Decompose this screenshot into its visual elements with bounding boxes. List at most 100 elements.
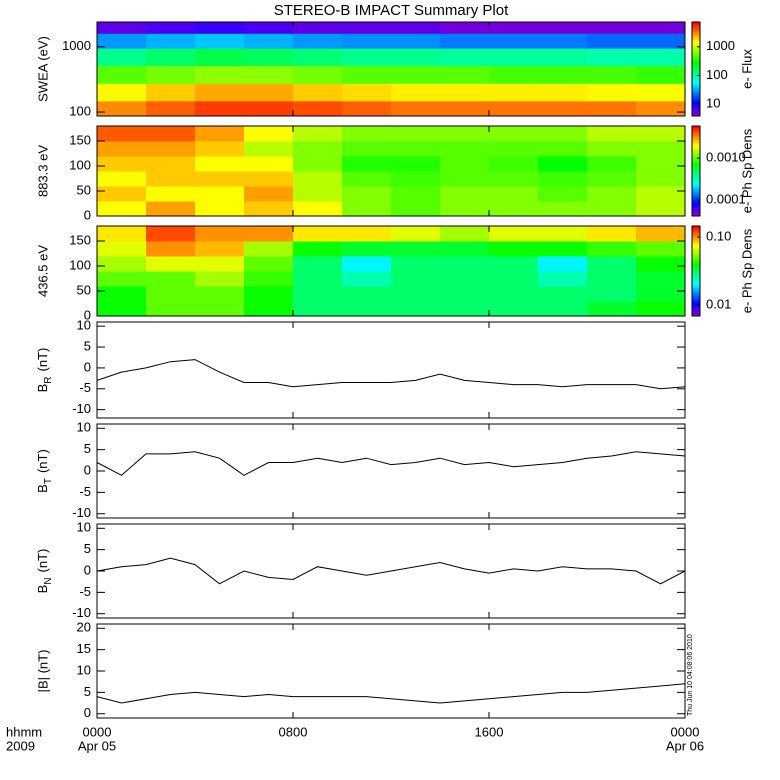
colorbar-step <box>692 145 700 148</box>
panel-frame <box>96 21 686 117</box>
colorbar-step <box>692 233 700 236</box>
colorbar-step <box>692 112 700 115</box>
y-tick-label: 10 <box>77 662 91 677</box>
colorbar-step <box>692 199 700 202</box>
colorbar-step <box>692 36 700 39</box>
colorbar-step <box>692 266 700 269</box>
y-axis-label: BT (nT) <box>35 449 53 493</box>
heatmap-cell <box>440 156 490 172</box>
heatmap-cell <box>244 286 294 302</box>
colorbar-step <box>692 108 700 111</box>
heatmap-cell <box>391 271 441 287</box>
colorbar-step <box>692 40 700 43</box>
heatmap-cell <box>146 271 196 287</box>
colorbar-step <box>692 274 700 276</box>
heatmap-cell <box>587 241 637 257</box>
y-tick-label: -5 <box>79 484 91 499</box>
colorbar-step <box>692 70 700 73</box>
colorbar-step <box>692 201 700 203</box>
colorbar-step <box>692 227 700 230</box>
heatmap-cell <box>195 256 245 272</box>
heatmap-cell <box>636 271 686 287</box>
colorbar-step <box>692 144 700 146</box>
heatmap-cell <box>538 65 588 84</box>
heatmap-cell <box>244 156 294 172</box>
heatmap-cell <box>97 65 147 84</box>
panel-frame <box>96 321 686 419</box>
heatmap-cell <box>391 226 441 242</box>
colorbar-step <box>692 61 700 64</box>
y-tick-label: 10 <box>77 520 91 535</box>
heatmap-cell <box>293 65 343 84</box>
colorbar-step <box>692 192 700 194</box>
colorbar-step <box>692 263 700 266</box>
heatmap-cell <box>587 100 637 117</box>
y-axis-label-base: B <box>35 585 50 594</box>
heatmap-cell <box>195 241 245 257</box>
heatmap-cell <box>97 241 147 257</box>
x-tick-label: 1600 <box>475 724 504 739</box>
panel <box>97 226 686 317</box>
heatmap-cell <box>538 33 588 49</box>
colorbar-step <box>692 106 700 109</box>
x-year-label: 2009 <box>6 738 35 753</box>
colorbar-step <box>692 262 700 264</box>
y-axis-label-unit: (nT) <box>35 348 50 372</box>
heatmap-cell <box>538 141 588 157</box>
colorbar-step <box>692 81 700 84</box>
colorbar-step <box>692 292 700 294</box>
y-tick-label: -5 <box>79 584 91 599</box>
heatmap-cell <box>587 271 637 287</box>
heatmap-cell <box>636 241 686 257</box>
y-tick-label: 0 <box>84 462 91 477</box>
colorbar-label: e- Ph Sp Dens <box>739 228 754 313</box>
y-tick-label: 150 <box>69 132 91 147</box>
colorbar-step <box>692 287 700 290</box>
colorbar-step <box>692 56 700 59</box>
x-tick-label: 0800 <box>279 724 308 739</box>
colorbar-step <box>692 168 700 170</box>
heatmap-cell <box>636 201 686 217</box>
y-tick-label: 50 <box>77 282 91 297</box>
colorbar-step <box>692 307 700 309</box>
heatmap-cell <box>244 22 294 34</box>
heatmap-cell <box>244 83 294 102</box>
colorbar-step <box>692 302 700 305</box>
x-tick-label: 0000 <box>83 724 112 739</box>
data-line <box>96 359 686 390</box>
heatmap-cell <box>538 83 588 102</box>
heatmap-cell <box>440 241 490 257</box>
heatmap-cell <box>342 48 392 67</box>
colorbar-step <box>692 45 700 48</box>
colorbar-step <box>692 162 700 164</box>
colorbar-step <box>692 156 700 158</box>
heatmap-cell <box>342 271 392 287</box>
heatmap-cell <box>440 171 490 187</box>
colorbar-step <box>692 32 700 36</box>
heatmap-cell <box>244 226 294 242</box>
heatmap-cell <box>391 48 441 67</box>
colorbar-step <box>692 283 700 285</box>
heatmap-cell <box>146 65 196 84</box>
heatmap-cell <box>489 256 539 272</box>
heatmap-cell <box>97 100 147 117</box>
heatmap-cell <box>97 141 147 157</box>
heatmap-cell <box>244 141 294 157</box>
heatmap-cell <box>391 301 441 317</box>
colorbar-step <box>692 69 700 72</box>
colorbar-step <box>692 280 700 282</box>
heatmap-cell <box>636 22 686 34</box>
colorbar-step <box>692 59 700 62</box>
heatmap-cell <box>538 241 588 257</box>
y-axis-label: 436.5 eV <box>35 245 50 297</box>
heatmap-cell <box>146 226 196 242</box>
heatmap-cell <box>342 33 392 49</box>
heatmap-cell <box>146 201 196 217</box>
colorbar-step <box>692 54 700 57</box>
heatmap-cell <box>97 83 147 102</box>
heatmap-cell <box>195 171 245 187</box>
colorbar-step <box>692 133 700 136</box>
y-tick-label: 5 <box>84 338 91 353</box>
heatmap-cell <box>244 33 294 49</box>
